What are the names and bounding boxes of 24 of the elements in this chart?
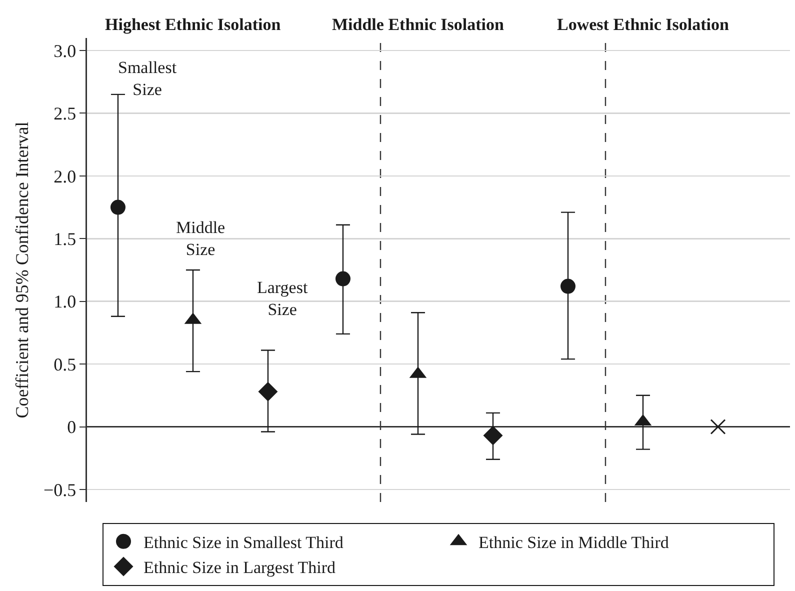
point [710, 419, 726, 435]
point [110, 200, 126, 215]
point [258, 382, 278, 402]
y-tick-label: −0.5 [43, 480, 76, 500]
text: Middle Ethnic Isolation [332, 15, 504, 34]
legend-label: Ethnic Size in Middle Third [478, 533, 670, 552]
y-tick-label: 1.0 [54, 292, 76, 312]
text: Lowest Ethnic Isolation [557, 15, 730, 34]
y-tick-label: 1.5 [54, 228, 76, 249]
point [483, 426, 503, 446]
annotation: Largest Size [257, 278, 308, 320]
point [560, 278, 576, 294]
y-tick-label: 3.0 [54, 40, 76, 61]
annotation: Smallest Size [118, 58, 177, 100]
y-tick-label: 0.5 [54, 354, 76, 374]
y-axis-title: Coefficient and 95% Confidence Interval [12, 122, 32, 418]
point [335, 271, 350, 286]
legend-label: Ethnic Size in Largest Third [144, 558, 336, 578]
text: Highest Ethnic Isolation [105, 15, 282, 34]
y-tick-label: 2.0 [54, 166, 76, 186]
y-tick-label: 0 [67, 417, 76, 438]
y-tick-label: 2.5 [54, 104, 76, 124]
annotation: Middle Size [176, 218, 226, 260]
legend-label: Ethnic Size in Smallest Third [144, 533, 344, 552]
